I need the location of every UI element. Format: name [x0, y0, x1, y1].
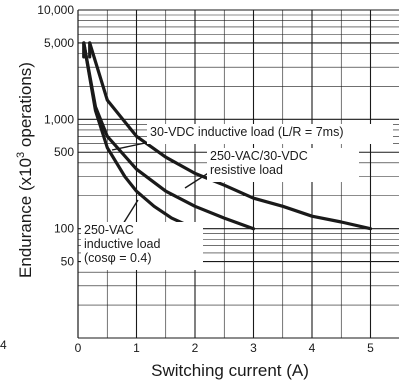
x-tick-labels: 0 1 2 3 4 5 — [75, 341, 375, 355]
annotation-background — [81, 222, 203, 270]
annotation-line: inductive load — [84, 237, 160, 251]
y-tick-label: 5,000 — [44, 36, 74, 50]
series-resistive-line — [88, 41, 373, 231]
y-axis-label-exponent: 3 — [15, 152, 27, 158]
x-tick-label: 1 — [133, 341, 140, 355]
x-tick-label: 5 — [367, 341, 374, 355]
x-tick-label: 2 — [192, 341, 199, 355]
y-tick-labels: 10,000 5,000 1,000 500 100 50 — [37, 3, 74, 269]
annotation-line: 30-VDC inductive load (L/R = 7ms) — [150, 125, 343, 139]
x-tick-label: 3 — [250, 341, 257, 355]
annotation-line: 250-VAC — [84, 223, 134, 237]
annotation-leader-line — [184, 171, 211, 189]
x-tick-label: 0 — [75, 341, 82, 355]
annotations: 30-VDC inductive load (L/R = 7ms) 250-VAC… — [81, 124, 393, 270]
y-tick-label: 10,000 — [37, 3, 74, 17]
y-tick-label: 500 — [54, 145, 74, 159]
series-30vdc-inductive-line — [82, 41, 197, 231]
y-tick-label: 1,000 — [44, 112, 74, 126]
y-tick-label: 100 — [54, 222, 74, 236]
x-axis-label: Switching current (A) — [151, 361, 309, 380]
edge-fragment-label: 4 — [0, 338, 7, 352]
y-axis-label-prefix: Endurance (x10 — [16, 158, 35, 278]
y-tick-label: 50 — [61, 255, 75, 269]
y-axis-label: Endurance (x103 operations) — [15, 62, 35, 278]
annotation-background — [147, 124, 393, 144]
annotation-background — [207, 148, 359, 182]
annotation-line: 250-VAC/30-VDC — [210, 149, 308, 163]
y-axis-label-suffix: operations) — [16, 62, 35, 152]
annotation-line: (cosφ = 0.4) — [84, 251, 152, 265]
x-tick-label: 4 — [309, 341, 316, 355]
series-250vac-inductive-line — [82, 41, 256, 231]
annotation-line: resistive load — [210, 163, 283, 177]
chart-curves — [82, 41, 373, 231]
annotation-leader-line — [111, 141, 151, 151]
